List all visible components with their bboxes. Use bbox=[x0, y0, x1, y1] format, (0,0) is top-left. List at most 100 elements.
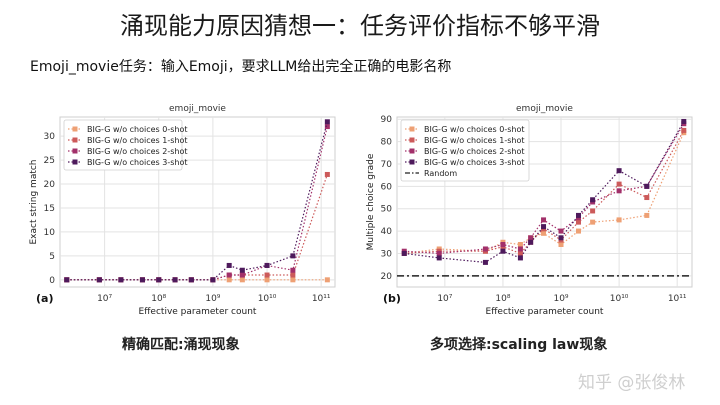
data-point bbox=[436, 250, 442, 256]
data-point bbox=[482, 246, 488, 252]
y-axis-label: Multiple choice grade bbox=[366, 153, 376, 250]
data-point bbox=[681, 127, 687, 133]
caption-right: 多项选择:scaling law现象 bbox=[430, 337, 608, 353]
data-point bbox=[118, 277, 124, 283]
legend-swatch-marker bbox=[72, 126, 78, 132]
data-point bbox=[616, 168, 622, 174]
x-tick-label: 10¹⁰ bbox=[610, 294, 629, 304]
data-point bbox=[436, 255, 442, 261]
x-tick-label: 10⁸ bbox=[495, 294, 510, 304]
data-point bbox=[517, 242, 523, 247]
data-point bbox=[64, 277, 70, 283]
legend-entry: BIG-G w/o choices 2-shot bbox=[424, 147, 525, 156]
caption-left: 精确匹配:涌现现象 bbox=[122, 337, 240, 353]
data-point bbox=[590, 208, 596, 214]
data-point bbox=[541, 217, 547, 223]
data-point bbox=[188, 277, 194, 283]
legend-swatch-marker bbox=[409, 126, 415, 132]
x-axis-label: Effective parameter count bbox=[139, 307, 257, 317]
legend-swatch-marker bbox=[72, 137, 78, 143]
data-point bbox=[500, 242, 506, 247]
panel-label: (b) bbox=[383, 292, 401, 305]
data-point bbox=[324, 119, 330, 125]
data-point bbox=[575, 212, 581, 218]
y-tick-label: 70 bbox=[381, 160, 393, 170]
legend-box bbox=[400, 119, 530, 182]
legend-entry: BIG-G w/o choices 3-shot bbox=[424, 158, 525, 167]
data-point bbox=[517, 255, 523, 261]
data-point bbox=[558, 235, 564, 241]
y-tick-label: 50 bbox=[381, 205, 393, 215]
data-point bbox=[575, 228, 581, 234]
x-tick-label: 10⁹ bbox=[205, 294, 220, 304]
data-point bbox=[239, 277, 245, 283]
legend-swatch-marker bbox=[409, 148, 415, 154]
data-point bbox=[401, 250, 407, 256]
data-point bbox=[324, 171, 330, 177]
data-point bbox=[264, 272, 270, 278]
data-point bbox=[517, 250, 523, 256]
y-tick-label: 80 bbox=[381, 138, 393, 148]
data-point bbox=[528, 239, 534, 245]
chart-exact-string-match: 0 5 10 15 20 25 30 10⁷ 10⁸ 10⁹ 10¹⁰ 10¹¹ emoji_movie… bbox=[29, 104, 336, 317]
data-point bbox=[541, 230, 547, 236]
data-point bbox=[616, 188, 622, 194]
x-tick-label: 10⁸ bbox=[151, 294, 166, 304]
data-point bbox=[96, 277, 102, 283]
data-point bbox=[264, 277, 270, 283]
y-tick-label: 5 bbox=[49, 252, 55, 262]
y-tick-label: 30 bbox=[381, 249, 393, 259]
slide-subtitle: Emoji_movie任务：输入Emoji，要求LLM给出完全正确的电影名称 bbox=[30, 59, 452, 75]
data-point bbox=[239, 267, 245, 273]
data-point bbox=[517, 246, 523, 252]
data-point bbox=[290, 267, 296, 273]
data-point bbox=[239, 272, 245, 278]
legend-entry: BIG-G w/o choices 1-shot bbox=[424, 136, 525, 145]
y-tick-label: 20 bbox=[44, 180, 56, 190]
legend-entry: BIG-G w/o choices 2-shot bbox=[87, 147, 188, 156]
data-point bbox=[575, 219, 581, 225]
chart-title: emoji_movie bbox=[516, 104, 573, 114]
data-point bbox=[644, 183, 650, 189]
data-point bbox=[139, 277, 145, 283]
panel-label: (a) bbox=[36, 292, 53, 305]
legend-swatch-marker bbox=[72, 159, 78, 165]
data-point bbox=[616, 181, 622, 187]
data-point bbox=[156, 277, 162, 283]
legend-entry: Random bbox=[424, 169, 457, 178]
data-point bbox=[541, 224, 547, 230]
x-tick-label: 10¹¹ bbox=[312, 294, 331, 304]
data-point bbox=[644, 195, 650, 201]
data-point bbox=[290, 277, 296, 283]
data-point bbox=[226, 262, 232, 268]
data-point bbox=[226, 272, 232, 278]
y-tick-label: 25 bbox=[44, 156, 55, 166]
data-point bbox=[226, 277, 232, 283]
data-point bbox=[210, 277, 216, 283]
data-point bbox=[500, 248, 506, 254]
y-tick-label: 0 bbox=[49, 276, 55, 286]
data-point bbox=[290, 272, 296, 278]
data-point bbox=[616, 217, 622, 223]
legend-entry: BIG-G w/o choices 0-shot bbox=[424, 125, 525, 134]
data-point bbox=[528, 235, 534, 241]
chart-multiple-choice-grade: 20 30 40 50 60 70 80 90 10⁷ 10⁸ 10⁹ 10¹⁰ 10¹¹ emoji_m… bbox=[366, 104, 693, 317]
legend-swatch-marker bbox=[409, 137, 415, 143]
y-tick-label: 60 bbox=[381, 182, 393, 192]
legend-swatch-marker bbox=[409, 159, 415, 165]
y-tick-label: 15 bbox=[44, 204, 55, 214]
y-tick-label: 30 bbox=[44, 132, 56, 142]
x-tick-label: 10¹⁰ bbox=[258, 294, 277, 304]
x-axis-label: Effective parameter count bbox=[486, 307, 604, 317]
legend-entry: BIG-G w/o choices 1-shot bbox=[87, 136, 188, 145]
legend-box bbox=[63, 119, 183, 171]
x-tick-label: 10⁷ bbox=[437, 294, 452, 304]
legend-entry: BIG-G w/o choices 3-shot bbox=[87, 158, 188, 167]
y-axis-label: Exact string match bbox=[29, 159, 39, 244]
chart-title: emoji_movie bbox=[169, 104, 226, 114]
data-point bbox=[324, 277, 330, 283]
y-tick-label: 40 bbox=[381, 227, 393, 237]
x-tick-label: 10⁷ bbox=[97, 294, 112, 304]
legend-entry: BIG-G w/o choices 0-shot bbox=[87, 125, 188, 134]
data-point bbox=[558, 228, 564, 234]
